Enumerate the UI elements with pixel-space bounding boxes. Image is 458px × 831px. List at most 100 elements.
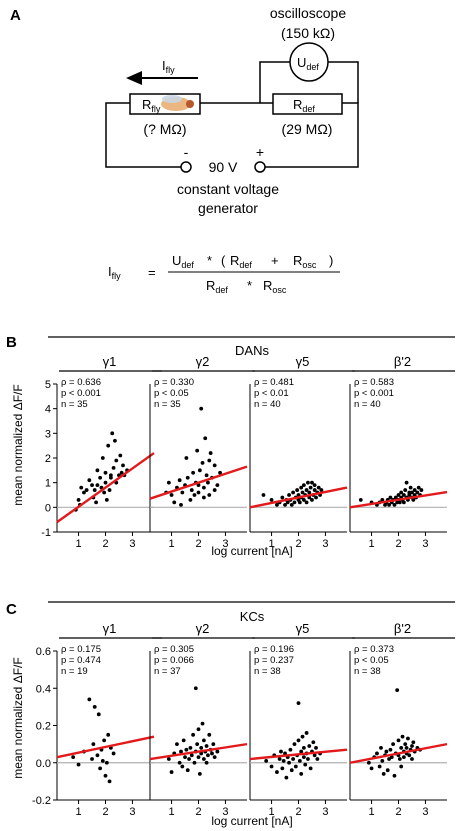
def-resistor-sub: def — [302, 104, 315, 114]
chart-c1-point — [96, 712, 101, 717]
chart-b2-point — [195, 448, 200, 453]
chart-b2-point — [201, 485, 206, 490]
chart-b3-title: γ5 — [296, 354, 310, 369]
chart-b2-point — [189, 488, 194, 492]
chart-c3-point — [299, 772, 304, 776]
chart-b3-point — [310, 498, 314, 502]
chart-b3-point — [296, 493, 301, 497]
chart-c4-point — [384, 749, 389, 754]
chart-c1-ytick-label: -0.2 — [32, 795, 51, 807]
chart-c4-point — [392, 773, 397, 778]
chart-b3-point — [297, 500, 302, 505]
chart-c4-fit-line — [349, 742, 448, 764]
chart-c3-point — [307, 744, 312, 748]
chart-b1-point — [106, 443, 111, 448]
chart-b3-point — [307, 490, 312, 495]
chart-b1-point — [114, 458, 119, 463]
chart-c4-stat: n = 38 — [354, 666, 381, 677]
chart-b1-ytick-label: 0 — [45, 502, 51, 514]
chart-c2-point — [177, 760, 182, 765]
chart-b3-point — [319, 488, 324, 492]
chart-b2-xtick-label: 2 — [195, 538, 201, 550]
chart-c3-point — [306, 757, 310, 761]
chart-b1-point — [95, 483, 100, 488]
plus-sign: + — [256, 144, 264, 160]
chart-c1-xtick-label: 3 — [129, 806, 135, 818]
chart-b3-point — [301, 498, 306, 502]
panel-b-ylabel: mean normalized ΔF/F — [11, 384, 25, 505]
chart-c3-title: γ5 — [296, 621, 310, 636]
chart-b1-ytick-label: 1 — [45, 478, 51, 490]
chart-c2-point — [204, 760, 209, 765]
eq-num-close: ) — [329, 253, 333, 268]
svg-text:Ifly: Ifly — [162, 58, 175, 75]
chart-c3-point — [300, 734, 305, 739]
chart-c2-point — [201, 757, 206, 761]
chart-c3-point — [303, 762, 308, 767]
chart-b4-point — [415, 490, 420, 495]
chart-b1-stat: ρ = 0.636 — [61, 377, 101, 388]
chart-c2-title: γ2 — [196, 621, 210, 636]
chart-c3-point — [296, 738, 301, 743]
chart-b2-xtick-label: 3 — [222, 538, 228, 550]
def-resistor: Rdef (29 MΩ) — [272, 93, 343, 137]
chart-b2-point — [185, 475, 190, 480]
chart-c3-point — [275, 770, 279, 774]
chart-b1-point — [121, 463, 125, 468]
fly-resistance: (? MΩ) — [143, 121, 186, 137]
voltage-value: 90 V — [209, 159, 238, 175]
chart-b4-point — [419, 488, 424, 492]
chart-c3-point — [296, 701, 301, 706]
chart-b3-point — [269, 498, 274, 502]
chart-c2-point — [215, 749, 220, 754]
chart-b3-point — [299, 485, 304, 490]
chart-b3-point — [275, 502, 279, 507]
chart-b3-point — [283, 502, 287, 507]
chart-b3-point — [304, 488, 309, 492]
chart-b4-fit-line — [349, 490, 448, 509]
chart-c2-point — [193, 686, 198, 691]
chart-c4-xtick-label: 1 — [368, 806, 374, 818]
current-i: I — [162, 58, 166, 73]
chart-c2-xtick-label: 2 — [195, 806, 201, 818]
chart-b3-point — [312, 488, 317, 492]
chart-b1-point — [82, 490, 86, 495]
chart-c3-point — [288, 747, 293, 752]
chart-b1-point — [104, 498, 109, 502]
chart-c1-point — [106, 732, 111, 737]
chart-c1-point — [107, 779, 112, 784]
chart-c2-point — [206, 753, 210, 758]
chart-b2-point — [201, 495, 206, 500]
chart-c1-xtick-label: 2 — [102, 806, 108, 818]
chart-c4-point — [369, 766, 374, 771]
chart-b3-point — [301, 483, 306, 488]
chart-b4-xtick-label: 2 — [395, 538, 401, 550]
eq-lhs-sub: fly — [112, 271, 122, 281]
chart-b4-point — [399, 490, 404, 495]
chart-c1-point — [102, 738, 107, 743]
chart-b1-point — [111, 465, 116, 470]
chart-c3-point — [292, 742, 297, 747]
chart-c3-xtick-label: 2 — [295, 806, 301, 818]
chart-b2-point — [177, 478, 182, 483]
chart-b1-point — [87, 478, 92, 483]
chart-b4-point — [408, 485, 413, 490]
chart-c2-point — [211, 742, 216, 747]
chart-c2-point — [183, 755, 187, 760]
chart-b1-point — [100, 456, 105, 460]
chart-b1-point — [102, 490, 107, 495]
chart-c4-point — [395, 688, 400, 693]
chart-c2-stat: p = 0.066 — [154, 655, 194, 666]
svg-text:Rosc: Rosc — [263, 278, 287, 295]
eq-num-open: ( — [221, 253, 226, 268]
panel-c-ylabel: mean normalized ΔF/F — [11, 657, 25, 778]
chart-b4-point — [392, 502, 397, 507]
chart-c4-stat: p < 0.05 — [354, 655, 389, 666]
chart-b3-point — [261, 493, 266, 497]
chart-b1-point — [119, 470, 124, 475]
eq-den-r1: R — [206, 278, 215, 293]
chart-c1-xtick-label: 1 — [75, 806, 81, 818]
